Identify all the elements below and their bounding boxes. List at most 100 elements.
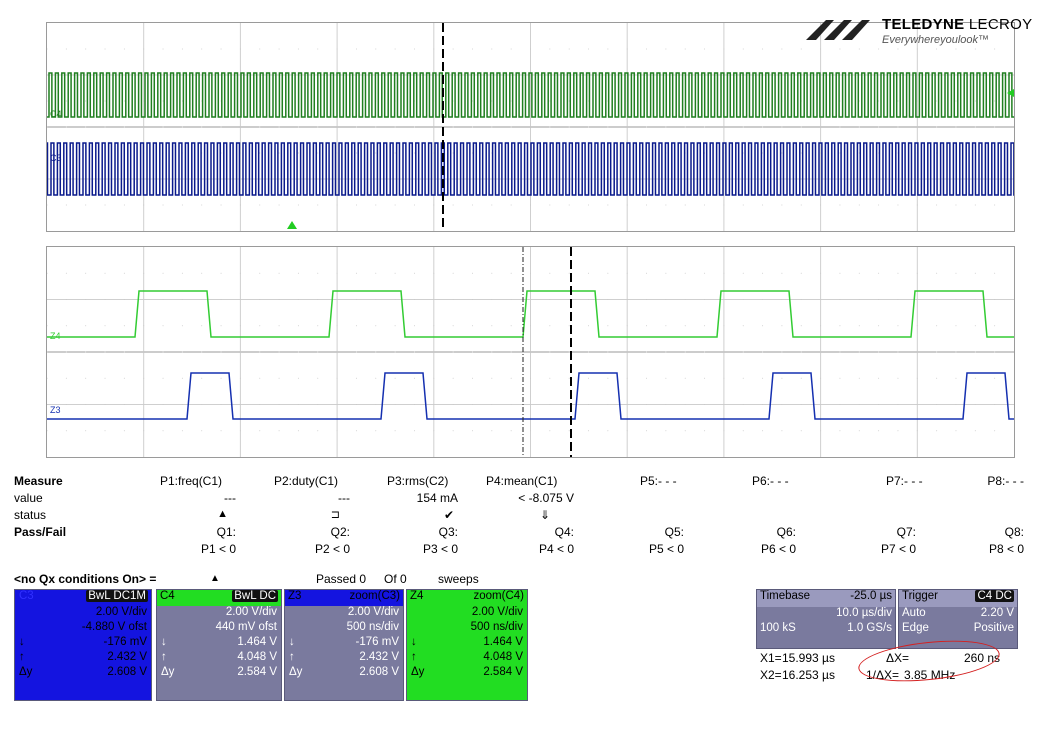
x2-value: 16.253 µs [782,668,835,682]
x1-label: X1= [760,651,782,665]
p4-condition: P4 < 0 [538,542,574,556]
trigger-label: Trigger [902,590,938,602]
measure-label: Measure [14,474,63,488]
q3-label[interactable]: Q3: [438,525,458,539]
zoom-grid[interactable]: Z4 Z3 [46,246,1015,458]
c3-trace-label: C3 [50,153,62,163]
z3-tdiv: 500 ns/div [346,621,399,633]
measure-table: Measure P1:freq(C1) P2:duty(C1) P3:rms(C… [14,474,1024,559]
qx-conditions-line: <no Qx conditions On> = ▲ Passed 0 Of 0 … [14,572,574,588]
param-p2[interactable]: P2:duty(C1) [274,474,339,488]
trigger-type: Edge [902,622,929,634]
q2-label[interactable]: Q2: [330,525,350,539]
q5-label[interactable]: Q5: [664,525,684,539]
z4-name: Z4 [410,590,424,602]
c4-offset: 440 mV ofst [215,621,277,633]
passfail-label: Pass/Fail [14,525,67,539]
timebase-tdiv: 10.0 µs/div [836,607,892,619]
z4-dy-value: 2.584 V [483,666,523,678]
p7-condition: P7 < 0 [880,542,916,556]
acquisition-grid[interactable]: C4 C3 [46,22,1015,232]
measure-header-row: Measure P1:freq(C1) P2:duty(C1) P3:rms(C… [14,474,1024,491]
p6-condition: P6 < 0 [760,542,796,556]
c4-name: C4 [160,590,175,602]
param-p3[interactable]: P3:rms(C2) [387,474,449,488]
brand-name: TELEDYNE LECROY [882,16,1033,33]
zoom-z3-descriptor[interactable]: Z3 zoom(C3) 2.00 V/div 500 ns/div ↓ -176… [284,589,404,701]
c4-up-value: 4.048 V [237,651,277,663]
c4-up-arrow-icon: ↑ [161,651,167,663]
z3-dy-label: Δy [289,666,303,678]
q1-label[interactable]: Q1: [216,525,236,539]
timebase-label: Timebase [760,590,811,602]
x1-value: 15.993 µs [782,651,835,665]
cursor-readout: X1= 15.993 µs ΔX= 260 ns X2= 16.253 µs 1… [760,651,1020,685]
teledyne-lecroy-logo: TELEDYNE LECROY Everywhereyoulook™ [804,14,1044,54]
c3-coupling-tag: BwL DC1M [86,590,148,602]
down-arrow-icon: ⇓ [539,508,550,522]
qx-label: <no Qx conditions On> = [14,572,157,586]
z3-source-tag: zoom(C3) [349,590,400,602]
z3-down-arrow-icon: ↓ [289,636,295,648]
warning-icon: ▲ [217,508,228,520]
z3-up-value: 2.432 V [359,651,399,663]
z4-trace-label: Z4 [50,331,61,341]
graticule [47,23,1014,231]
value-label: value [14,491,43,505]
c3-up-value: 2.432 V [107,651,147,663]
passfail-row: Pass/Fail Q1: Q2: Q3: Q4: Q5: Q6: Q7: Q8… [14,525,1024,542]
measure-value-row: value --- --- 154 mA < -8.075 V [14,491,1024,508]
z4-dy-label: Δy [411,666,425,678]
channel-c4-descriptor[interactable]: C4 BwL DC 2.00 V/div 440 mV ofst ↓ 1.464… [156,589,282,701]
param-p8[interactable]: P8:- - - [987,474,1024,488]
z3-trace [47,372,1014,420]
z4-up-value: 4.048 V [483,651,523,663]
param-p4[interactable]: P4:mean(C1) [486,474,558,488]
timebase-rate: 1.0 GS/s [847,622,892,634]
p8-condition: P8 < 0 [988,542,1024,556]
zoom-waveform-area: Z4 Z3 [47,247,1014,457]
inv-dx-value: 3.85 MHz [904,668,956,682]
z3-dy-value: 2.608 V [359,666,399,678]
param-p5[interactable]: P5:- - - [640,474,677,488]
brand-tagline: Everywhereyoulook™ [882,34,989,46]
timebase-delay: -25.0 µs [850,590,892,602]
p3-condition: P3 < 0 [422,542,458,556]
c4-down-value: 1.464 V [237,636,277,648]
q6-label[interactable]: Q6: [776,525,796,539]
status-label: status [14,508,47,522]
q4-label[interactable]: Q4: [554,525,574,539]
qx-passed: Passed 0 [316,572,367,586]
p2-value: --- [338,491,350,505]
timebase-descriptor[interactable]: Timebase -25.0 µs 10.0 µs/div 100 kS 1.0… [756,589,896,649]
trigger-level: 2.20 V [980,607,1014,619]
timebase-samples: 100 kS [760,622,796,634]
qx-of: Of 0 [384,572,407,586]
trigger-slope: Positive [973,622,1014,634]
c4-trace-label: C4 [50,109,62,119]
z4-trace [47,290,1014,338]
p2-condition: P2 < 0 [314,542,350,556]
param-p1[interactable]: P1:freq(C1) [160,474,223,488]
p3-value: 154 mA [416,491,458,505]
c3-dy-label: Δy [19,666,33,678]
z3-vdiv: 2.00 V/div [347,606,399,618]
pulse-icon: ⊐ [330,509,340,521]
q8-label[interactable]: Q8: [1004,525,1024,539]
q7-label[interactable]: Q7: [896,525,916,539]
qx-sweeps: sweeps [438,572,479,586]
qx-warning-icon: ▲ [210,573,220,584]
trigger-source-tag: C4 DC [975,590,1014,602]
condition-row: P1 < 0 P2 < 0 P3 < 0 P4 < 0 P5 < 0 P6 < … [14,542,1024,559]
p5-condition: P5 < 0 [648,542,684,556]
c4-dy-label: Δy [161,666,175,678]
z3-name: Z3 [288,590,302,602]
c3-offset: -4.880 V ofst [81,621,147,633]
c3-name: C3 [19,590,34,602]
param-p7[interactable]: P7:- - - [886,474,923,488]
zoom-z4-descriptor[interactable]: Z4 zoom(C4) 2.00 V/div 500 ns/div ↓ 1.46… [406,589,528,701]
param-p6[interactable]: P6:- - - [752,474,789,488]
channel-c3-descriptor[interactable]: C3 BwL DC1M 2.00 V/div -4.880 V ofst ↓ -… [14,589,152,701]
trigger-descriptor[interactable]: Trigger C4 DC Auto 2.20 V Edge Positive [898,589,1018,649]
inv-dx-label: 1/ΔX= [866,668,900,682]
